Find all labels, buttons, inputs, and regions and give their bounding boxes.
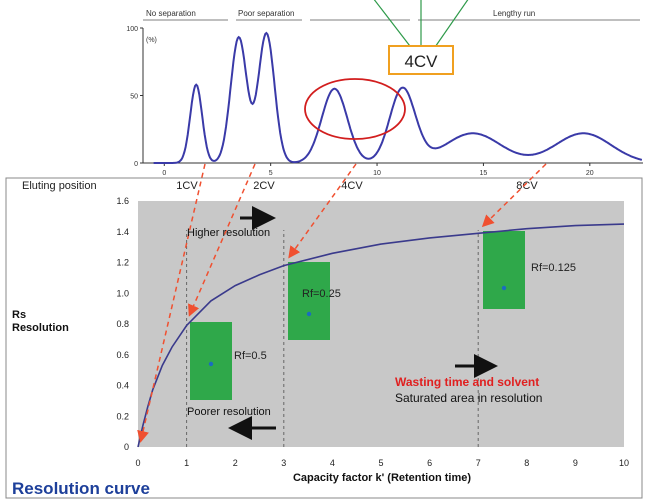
y-tick-label: 1.0 xyxy=(116,288,129,298)
callout-line-3 xyxy=(432,0,469,51)
y-tick-label: 0.2 xyxy=(116,411,129,421)
tlc-spot-3 xyxy=(501,285,507,291)
main-x-ticks: 0 1 2 3 4 5 6 7 8 9 10 xyxy=(135,458,629,468)
y-tick-label: 0.8 xyxy=(116,319,129,329)
eluting-arrow-4 xyxy=(481,163,547,228)
section-label-4: Lengthy run xyxy=(493,9,535,18)
chromatogram-y-tick-label: 0 xyxy=(134,161,138,168)
x-tick-label: 2 xyxy=(233,458,238,468)
chromatogram-y-unit: (%) xyxy=(146,37,157,44)
annotation-saturated-area: Saturated area in resolution xyxy=(395,391,542,405)
chart-title: Resolution curve xyxy=(12,479,150,498)
chromatogram-panel: No separation Poor separation Lengthy ru… xyxy=(126,9,643,177)
y-tick-label: 1.6 xyxy=(116,196,129,206)
tlc-plate-rf-0.5 xyxy=(190,322,232,400)
tlc-plate-1 xyxy=(190,322,232,400)
eluting-position-label: Eluting position xyxy=(22,180,97,192)
x-tick-label: 5 xyxy=(378,458,383,468)
callout-line-1 xyxy=(373,0,414,51)
x-tick-label: 4 xyxy=(330,458,335,468)
tlc-plate-rf-0.125 xyxy=(483,231,525,309)
x-tick-label: 8 xyxy=(524,458,529,468)
x-axis-label: Capacity factor k' (Retention time) xyxy=(293,472,471,484)
section-label-1: No separation xyxy=(146,9,196,18)
callout-label: 4CV xyxy=(404,52,438,71)
tlc-plate-3 xyxy=(483,231,525,309)
tlc-spot-2 xyxy=(306,311,312,317)
tlc-spot-1 xyxy=(208,361,214,367)
section-label-2: Poor separation xyxy=(238,9,294,18)
x-tick-label: 3 xyxy=(281,458,286,468)
y-tick-label: 0.6 xyxy=(116,350,129,360)
tlc-label-2: Rf=0.25 xyxy=(302,288,341,300)
x-tick-label: 6 xyxy=(427,458,432,468)
tlc-label-1: Rf=0.5 xyxy=(234,350,267,362)
chromatogram-area xyxy=(143,20,643,163)
eluting-marker-8cv: 8CV xyxy=(516,180,538,192)
eluting-arrow-1 xyxy=(137,163,206,443)
chromatogram-x-ticks: 0 5 10 15 20 xyxy=(162,163,594,177)
tlc-plate-2 xyxy=(288,262,330,340)
tlc-label-3: Rf=0.125 xyxy=(531,262,576,274)
chromatogram-y-ticks: 0 50 100 xyxy=(126,26,143,168)
y-tick-label: 0.4 xyxy=(116,381,129,391)
eluting-marker-1cv: 1CV xyxy=(176,180,198,192)
eluting-arrow-2 xyxy=(188,163,256,317)
x-tick-label: 0 xyxy=(135,458,140,468)
eluting-marker-4cv: 4CV xyxy=(341,180,363,192)
chromatogram-y-tick-label: 50 xyxy=(130,94,138,101)
highlight-ellipse xyxy=(304,78,406,140)
x-tick-label: 1 xyxy=(184,458,189,468)
chromatogram-x-tick-label: 20 xyxy=(586,170,594,177)
eluting-arrow-3 xyxy=(288,163,357,259)
annotation-wasting-time: Wasting time and solvent xyxy=(395,375,539,389)
x-tick-label: 7 xyxy=(476,458,481,468)
x-tick-label: 9 xyxy=(573,458,578,468)
chromatogram-x-tick-label: 10 xyxy=(373,170,381,177)
y-tick-label: 0 xyxy=(124,442,129,452)
main-y-ticks: 0 0.2 0.4 0.6 0.8 1.0 1.2 1.4 1.6 xyxy=(116,196,129,452)
annotation-poorer-resolution: Poorer resolution xyxy=(187,406,271,418)
x-tick-label: 10 xyxy=(619,458,629,468)
tlc-plate-rf-0.25 xyxy=(288,262,330,340)
callout-box xyxy=(388,45,454,75)
chromatogram-x-tick-label: 0 xyxy=(162,170,166,177)
chromatogram-x-tick-label: 5 xyxy=(269,170,273,177)
chromatogram-y-tick-label: 100 xyxy=(126,26,138,33)
y-axis-label-rs: Rs xyxy=(12,309,26,321)
y-axis-label-resolution: Resolution xyxy=(12,322,69,334)
y-tick-label: 1.4 xyxy=(116,227,129,237)
annotation-higher-resolution: Higher resolution xyxy=(187,227,270,239)
eluting-marker-2cv: 2CV xyxy=(253,180,275,192)
chromatogram-x-tick-label: 15 xyxy=(480,170,488,177)
y-tick-label: 1.2 xyxy=(116,258,129,268)
